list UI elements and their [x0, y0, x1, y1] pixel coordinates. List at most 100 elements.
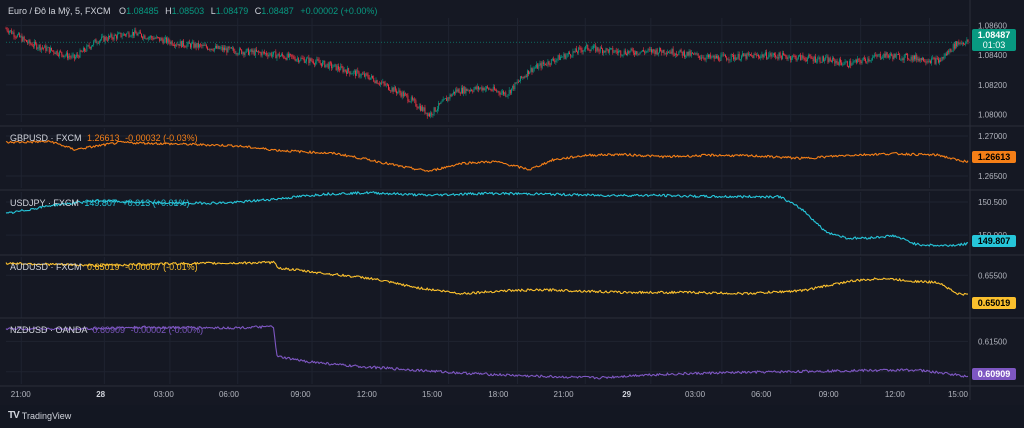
- candle-body: [113, 34, 115, 40]
- candle-body: [591, 48, 593, 50]
- candle-body: [92, 44, 93, 47]
- candle-body: [484, 88, 486, 91]
- main-symbol-title[interactable]: Euro / Đô la Mỹ, 5, FXCM: [8, 6, 111, 16]
- pane-symbol[interactable]: USDJPY · FXCM: [10, 198, 79, 208]
- candle-body: [377, 83, 379, 85]
- candle-body: [308, 57, 310, 64]
- candle-body: [925, 61, 927, 63]
- candle-body: [791, 58, 792, 60]
- candle-body: [646, 51, 648, 52]
- candle-body: [539, 63, 541, 65]
- pane-symbol[interactable]: GBPUSD · FXCM: [10, 133, 82, 143]
- candle-body: [928, 60, 930, 62]
- candle-body: [727, 59, 729, 61]
- candle-body: [392, 87, 394, 92]
- candle-body: [775, 55, 777, 58]
- low-value: 1.08479: [215, 6, 249, 16]
- candle-body: [192, 42, 194, 44]
- candle-body: [747, 53, 749, 55]
- candle-body: [783, 53, 785, 55]
- candle-body: [359, 76, 361, 77]
- audusd-price-tag: 0.65019: [972, 297, 1016, 309]
- candle-body: [74, 56, 76, 59]
- candle-body: [929, 60, 931, 64]
- candle-body: [125, 34, 126, 36]
- candle-body: [394, 87, 396, 91]
- candle-body: [500, 92, 502, 95]
- candle-body: [316, 59, 318, 62]
- candle-body: [304, 61, 306, 63]
- candle-body: [827, 56, 829, 63]
- candle-body: [433, 107, 435, 115]
- candle-body: [467, 90, 469, 92]
- tradingview-brand: TradingView: [21, 410, 72, 421]
- candle-body: [529, 71, 531, 75]
- candle-body: [340, 66, 342, 71]
- series-line-4: [5, 325, 969, 380]
- tradingview-logo-icon: TV: [8, 410, 20, 421]
- candle-body: [121, 35, 123, 37]
- candle-body: [669, 51, 671, 53]
- pane-value: 0.60909: [92, 325, 126, 335]
- candle-body: [712, 55, 714, 57]
- candle-body: [291, 54, 293, 57]
- candle-body: [374, 81, 376, 84]
- candle-body: [386, 84, 388, 86]
- candle-body: [12, 32, 14, 34]
- candle-body: [690, 52, 692, 56]
- candle-body: [920, 58, 922, 61]
- candle-body: [38, 44, 40, 49]
- candle-body: [106, 39, 108, 41]
- pane-symbol[interactable]: AUDUSD · FXCM: [10, 262, 82, 272]
- x-tick-label: 09:00: [291, 390, 312, 399]
- candle-body: [701, 57, 703, 59]
- pane-symbol[interactable]: NZDUSD · OANDA: [10, 325, 88, 335]
- candle-body: [175, 44, 177, 47]
- candle-body: [633, 53, 635, 55]
- y-tick-label: 1.08400: [978, 51, 1007, 60]
- candle-body: [229, 47, 231, 49]
- candle-body: [580, 47, 582, 51]
- candle-body: [345, 71, 347, 74]
- candle-body: [713, 55, 715, 59]
- candle-body: [432, 114, 434, 116]
- candle-body: [672, 48, 674, 55]
- candle-body: [187, 41, 189, 45]
- pane-legend-nzdusd: NZDUSD · OANDA 0.60909 -0.00002 (-0.00%): [10, 325, 203, 335]
- candle-body: [19, 33, 21, 37]
- candle-body: [220, 47, 222, 48]
- candle-body: [606, 48, 608, 50]
- candle-body: [199, 44, 200, 48]
- candle-body: [761, 54, 763, 56]
- candle-body: [631, 48, 633, 51]
- candle-body: [439, 103, 441, 104]
- candle-body: [857, 58, 859, 63]
- candle-body: [600, 47, 602, 49]
- candle-body: [465, 88, 467, 94]
- candle-body: [426, 112, 428, 116]
- candle-body: [518, 81, 520, 82]
- candle-body: [312, 61, 314, 64]
- candle-body: [594, 45, 596, 47]
- candle-body: [944, 53, 946, 57]
- candle-body: [525, 76, 527, 77]
- candle-body: [903, 55, 905, 61]
- candle-body: [610, 48, 611, 49]
- candle-body: [762, 54, 764, 58]
- candle-body: [641, 50, 643, 52]
- candle-body: [513, 85, 515, 90]
- candle-body: [962, 42, 964, 44]
- candle-body: [283, 55, 285, 59]
- candle-body: [15, 36, 17, 38]
- candle-body: [334, 64, 336, 66]
- candle-body: [431, 112, 433, 116]
- candle-body: [425, 112, 427, 114]
- candle-body: [573, 51, 575, 53]
- candle-body: [414, 99, 416, 101]
- tradingview-logo[interactable]: TV TradingView: [8, 410, 71, 421]
- candle-body: [623, 50, 625, 55]
- candle-body: [563, 53, 565, 57]
- pane-change: -0.00007 (-0.01%): [125, 262, 198, 272]
- candle-body: [637, 53, 639, 55]
